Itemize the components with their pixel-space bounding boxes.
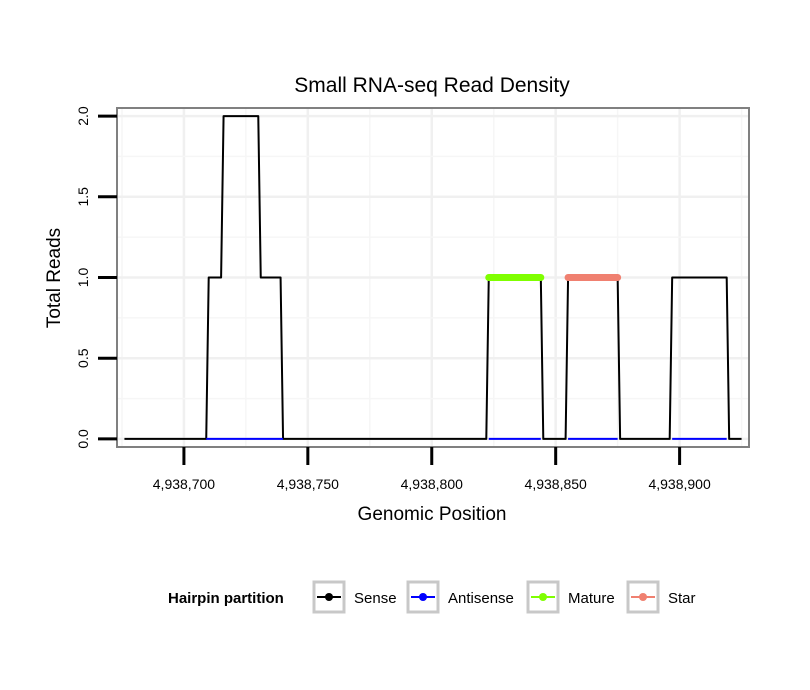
y-axis: 0.0 0.5 1.0 1.5 2.0 [75, 106, 117, 449]
legend-label-mature: Mature [568, 590, 615, 607]
legend-marker-antisense [419, 593, 427, 601]
legend-title: Hairpin partition [168, 590, 284, 607]
x-tick-label: 4,938,850 [525, 476, 587, 492]
legend: Hairpin partition Sense Antisense Mature St… [168, 580, 696, 614]
x-tick-label: 4,938,900 [648, 476, 710, 492]
y-tick-label: 0.5 [75, 348, 91, 368]
y-tick-label: 0.0 [75, 429, 91, 449]
legend-entries: Sense Antisense Mature Star [312, 580, 696, 614]
grid-lines [117, 108, 749, 447]
legend-marker-sense [325, 593, 333, 601]
chart-title: Small RNA-seq Read Density [294, 74, 570, 97]
legend-label-star: Star [668, 590, 696, 607]
x-tick-label: 4,938,700 [153, 476, 215, 492]
y-tick-label: 1.5 [75, 187, 91, 207]
legend-label-antisense: Antisense [448, 590, 514, 607]
x-tick-label: 4,938,800 [401, 476, 463, 492]
plot-area [116, 107, 750, 448]
legend-marker-star [639, 593, 647, 601]
y-tick-label: 1.0 [75, 268, 91, 288]
series-layer [124, 115, 742, 440]
legend-label-sense: Sense [354, 590, 397, 607]
x-tick-label: 4,938,750 [277, 476, 339, 492]
x-axis-label: Genomic Position [358, 504, 507, 525]
legend-marker-mature [539, 593, 547, 601]
y-tick-label: 2.0 [75, 106, 91, 126]
y-axis-label: Total Reads [44, 228, 65, 328]
x-axis: 4,938,700 4,938,750 4,938,800 4,938,850 4,93… [153, 447, 711, 492]
